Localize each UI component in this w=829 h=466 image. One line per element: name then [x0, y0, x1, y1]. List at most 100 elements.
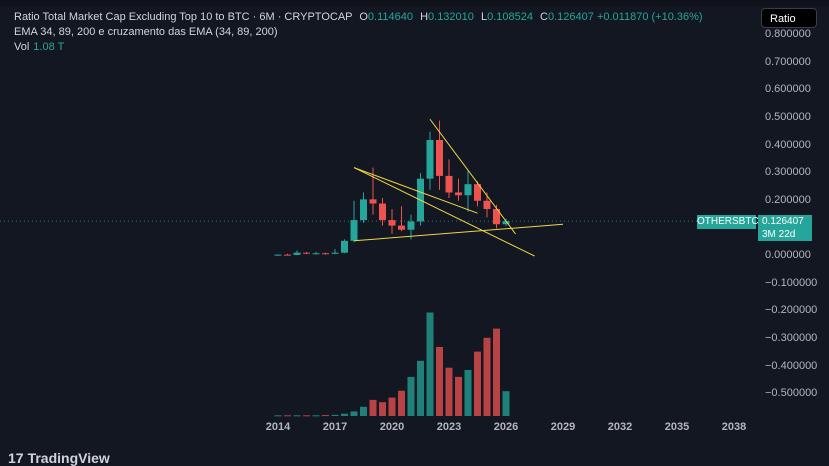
- legend-symbol-line: Ratio Total Market Cap Excluding Top 10 …: [14, 11, 703, 23]
- price-axis-label: −0.200000: [765, 304, 818, 317]
- candle-body: [379, 203, 386, 221]
- price-axis-label: −0.400000: [765, 359, 818, 372]
- candle-body: [322, 253, 329, 255]
- high-value: 0.132010: [428, 11, 474, 23]
- candle-body: [341, 240, 348, 253]
- price-axis-label: 0.400000: [765, 138, 811, 151]
- price-axis-label: −0.300000: [765, 331, 818, 344]
- time-axis-label: 2026: [493, 421, 519, 433]
- volume-bar: [445, 367, 453, 416]
- volume-bar: [322, 415, 329, 417]
- legend-title[interactable]: Ratio Total Market Cap Excluding Top 10 …: [14, 11, 353, 23]
- candle-body: [493, 209, 500, 225]
- volume-bar: [417, 360, 424, 416]
- time-axis-label: 2020: [379, 421, 405, 433]
- time-axis-label: 2035: [664, 421, 690, 433]
- time-axis-label: 2014: [265, 421, 291, 433]
- volume-bar: [350, 411, 358, 416]
- volume-bar: [331, 414, 339, 416]
- legend-volume[interactable]: Vol 1.08 T: [14, 41, 64, 53]
- volume-bar: [360, 406, 367, 416]
- volume-bar: [284, 415, 291, 417]
- price-tag: 0.126407 3M 22d: [758, 215, 812, 241]
- candle-body: [284, 254, 291, 256]
- change-value: +0.011870 (+10.36%): [596, 11, 703, 23]
- volume-bar: [407, 376, 415, 416]
- scale-mode-button[interactable]: Ratio: [761, 8, 817, 28]
- trendline: [353, 167, 535, 257]
- candle-body: [483, 200, 491, 210]
- time-axis-label: 2023: [436, 421, 462, 433]
- price-axis-label: 0.000000: [765, 249, 811, 261]
- candle-body: [388, 220, 396, 226]
- time-axis-label: 2032: [607, 421, 633, 433]
- price-axis-label: −0.100000: [765, 276, 818, 289]
- volume-bar: [474, 351, 481, 416]
- time-axis-label: 2017: [322, 421, 348, 433]
- volume-bar: [502, 391, 510, 416]
- volume-bar: [455, 376, 462, 416]
- volume-bar: [493, 328, 500, 416]
- candle-body: [474, 184, 481, 201]
- volume-bar: [398, 390, 405, 416]
- volume-bar: [293, 415, 301, 417]
- price-tag-countdown: 3M 22d: [762, 229, 796, 240]
- candle-body: [312, 253, 320, 255]
- candle-body: [350, 220, 358, 241]
- tradingview-logo[interactable]: 17 TradingView: [8, 450, 110, 466]
- volume-bar: [274, 415, 282, 417]
- price-axis-label: 0.500000: [765, 110, 811, 123]
- price-axis-label: 0.800000: [765, 28, 811, 40]
- volume-bar: [464, 370, 472, 416]
- tradingview-logo-text: TradingView: [27, 450, 110, 466]
- candle-body: [303, 252, 310, 254]
- candle-body: [445, 175, 453, 193]
- volume-bar: [341, 413, 348, 416]
- tradingview-logo-icon: 17: [8, 450, 24, 466]
- low-label: L: [480, 11, 488, 23]
- price-axis-label: 0.600000: [765, 83, 811, 96]
- close-label: C: [540, 11, 548, 23]
- volume-bar: [388, 397, 396, 416]
- time-axis-label: 2029: [550, 421, 576, 433]
- volume-bar: [426, 312, 434, 416]
- price-axis-label: 0.200000: [765, 193, 811, 206]
- time-axis-label: 2038: [721, 421, 747, 433]
- candle-body: [274, 254, 282, 256]
- candle-body: [407, 221, 415, 230]
- volume-bar: [379, 402, 386, 416]
- candle-body: [360, 199, 367, 221]
- volume-bar: [483, 337, 491, 416]
- price-axis-label: 0.700000: [765, 55, 811, 68]
- candle-body: [426, 139, 434, 179]
- trendline: [353, 223, 564, 242]
- candle-body: [331, 252, 339, 254]
- price-axis-label: 0.300000: [765, 166, 811, 179]
- trendline: [353, 167, 478, 214]
- candle-body: [369, 199, 377, 204]
- close-value: 0.126407: [548, 11, 594, 23]
- price-tag-value: 0.126407: [762, 216, 804, 227]
- volume-value: 1.08 T: [33, 41, 65, 53]
- volume-bar: [303, 415, 310, 417]
- volume-bar: [312, 415, 320, 417]
- legend-indicator[interactable]: EMA 34, 89, 200 e cruzamento das EMA (34…: [14, 26, 278, 38]
- candle-body: [502, 221, 510, 225]
- open-label: O: [359, 11, 368, 23]
- low-value: 0.108524: [487, 11, 533, 23]
- footer-bar: [0, 445, 829, 465]
- price-axis-label: −0.500000: [765, 387, 818, 400]
- candle-body: [436, 139, 443, 176]
- volume-label: Vol: [14, 41, 30, 53]
- trendline: [429, 118, 516, 235]
- candle-body: [398, 225, 405, 230]
- candle-body: [455, 192, 462, 196]
- top-strip: [0, 0, 829, 6]
- candle-body: [464, 184, 472, 196]
- high-label: H: [420, 11, 429, 23]
- open-value: 0.114640: [367, 11, 413, 23]
- symbol-tag: OTHERSBTC: [697, 215, 759, 229]
- candle-body: [293, 252, 301, 255]
- volume-bar: [436, 347, 443, 416]
